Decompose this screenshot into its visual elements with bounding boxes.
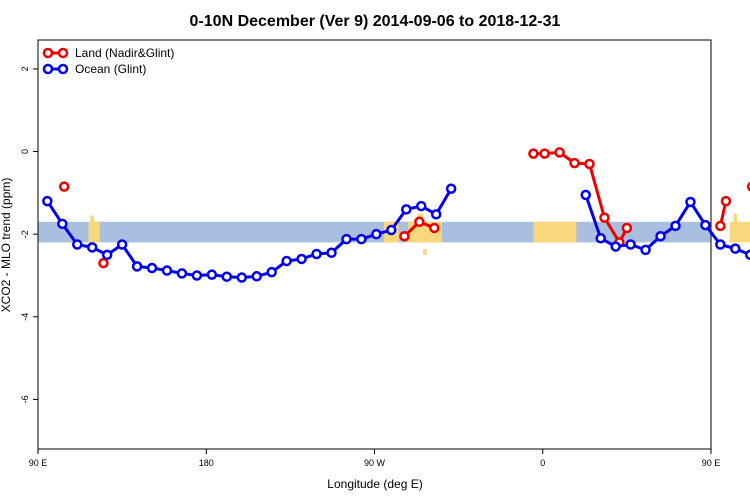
land-fragment bbox=[733, 213, 738, 222]
ocean-data-point bbox=[730, 243, 741, 254]
x-tick-label: 90 E bbox=[702, 458, 721, 468]
y-tick-label: 0 bbox=[20, 149, 30, 154]
ocean-data-point bbox=[191, 270, 203, 281]
land-data-point bbox=[399, 230, 410, 242]
land-data-point bbox=[554, 147, 565, 158]
land-data-point bbox=[569, 157, 580, 169]
ocean-data-point bbox=[640, 244, 651, 256]
land-data-point bbox=[715, 220, 726, 232]
ocean-data-point bbox=[326, 247, 337, 259]
ocean-data-point bbox=[685, 196, 696, 208]
ocean-data-point bbox=[580, 189, 591, 201]
ocean-data-point bbox=[57, 218, 68, 230]
ocean-data-point bbox=[595, 233, 606, 244]
y-tick-label: -6 bbox=[20, 395, 30, 403]
land-band-segment bbox=[729, 221, 750, 243]
ocean-data-point bbox=[116, 239, 128, 250]
ocean-data-point bbox=[610, 241, 621, 252]
land-band-segment bbox=[88, 221, 100, 243]
legend-land-marker bbox=[57, 47, 69, 59]
ocean-data-point bbox=[251, 271, 262, 282]
ocean-data-point bbox=[206, 269, 218, 280]
ocean-data-point bbox=[700, 219, 711, 231]
ocean-data-point bbox=[415, 200, 427, 212]
ocean-data-point bbox=[266, 266, 277, 278]
ocean-data-point bbox=[131, 261, 143, 272]
ocean-data-point bbox=[161, 265, 173, 276]
ocean-data-point bbox=[176, 268, 188, 279]
ocean-data-point bbox=[281, 255, 292, 267]
land-data-point bbox=[429, 222, 440, 234]
ocean-data-point bbox=[371, 228, 382, 240]
ocean-data-point bbox=[341, 233, 352, 245]
land-data-point bbox=[414, 216, 425, 228]
land-data-point bbox=[539, 148, 550, 159]
land-data-point bbox=[599, 212, 610, 223]
ocean-data-point bbox=[386, 224, 397, 236]
y-axis-label: XCO2 - MLO trend (ppm) bbox=[0, 178, 13, 313]
legend-ocean-marker bbox=[57, 63, 69, 75]
ocean-data-point bbox=[86, 242, 98, 253]
ocean-data-point bbox=[42, 195, 53, 207]
land-fragment bbox=[90, 215, 95, 226]
land-data-point bbox=[98, 257, 109, 269]
x-tick-label: 0 bbox=[540, 458, 545, 468]
x-tick-label: 180 bbox=[199, 458, 214, 468]
ocean-data-point bbox=[311, 248, 322, 260]
land-band-segment bbox=[533, 221, 577, 243]
land-data-point bbox=[528, 148, 539, 159]
ocean-data-point bbox=[221, 271, 233, 282]
ocean-data-point bbox=[401, 204, 412, 215]
ocean-data-point bbox=[236, 272, 248, 283]
ocean-data-point bbox=[655, 230, 666, 242]
land-data-point bbox=[584, 158, 595, 170]
ocean-data-point bbox=[356, 233, 367, 245]
legend-ocean-label: Ocean (Glint) bbox=[75, 62, 146, 76]
y-tick-label: -2 bbox=[20, 230, 30, 238]
ocean-series-line bbox=[46, 187, 453, 280]
ocean-data-point bbox=[625, 239, 636, 250]
ocean-data-point bbox=[715, 239, 726, 250]
x-tick-label: 90 E bbox=[29, 458, 48, 468]
ocean-data-point bbox=[146, 262, 158, 274]
y-tick-label: 2 bbox=[20, 66, 30, 71]
ocean-data-point bbox=[670, 220, 681, 232]
land-data-point bbox=[58, 181, 70, 192]
ocean-data-point bbox=[745, 249, 750, 261]
ocean-data-point bbox=[445, 183, 457, 194]
legend-land-marker bbox=[42, 47, 54, 59]
ocean-data-point bbox=[430, 209, 442, 220]
x-tick-label: 90 W bbox=[364, 458, 386, 468]
ocean-data-point bbox=[101, 249, 113, 261]
y-tick-label: -4 bbox=[20, 313, 30, 321]
ocean-series-line bbox=[584, 194, 750, 257]
land-fragment bbox=[423, 248, 427, 255]
legend: Land (Nadir&Glint) Ocean (Glint) bbox=[42, 46, 174, 76]
legend-land-label: Land (Nadir&Glint) bbox=[75, 46, 174, 60]
land-data-point bbox=[720, 195, 732, 207]
x-axis-label: Longitude (deg E) bbox=[327, 477, 422, 491]
land-data-point bbox=[621, 222, 633, 234]
plot-area: 90 E 180 90 W 0 90 E 2 0 -2 -4 -6 bbox=[20, 39, 750, 468]
legend-ocean-marker bbox=[42, 63, 54, 75]
chart-title: 0-10N December (Ver 9) 2014-09-06 to 201… bbox=[190, 13, 561, 30]
ocean-data-point bbox=[296, 253, 307, 265]
ocean-data-point bbox=[72, 239, 83, 250]
